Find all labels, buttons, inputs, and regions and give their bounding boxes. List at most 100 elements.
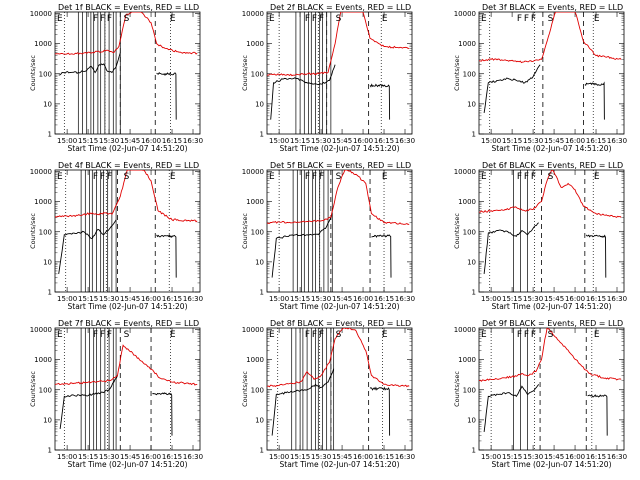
x-tick-label: 15:00: [57, 137, 77, 145]
panel-title: Det 3f BLACK = Events, RED = LLD: [482, 3, 623, 12]
state-marker-label: E: [269, 14, 275, 24]
y-tick-label: 1: [260, 447, 264, 455]
x-tick-label: 15:15: [78, 137, 98, 145]
detector-panel: Det 1f BLACK = Events, RED = LLD 1 10 100 10…: [29, 3, 203, 153]
x-tick-label: 16:00: [141, 295, 161, 303]
x-tick-label: 16:30: [183, 295, 203, 303]
data-layer: [55, 12, 198, 134]
y-tick-label: 1000: [246, 40, 264, 48]
events-series-line: [271, 213, 333, 278]
y-tick-label: 10: [467, 100, 476, 108]
x-tick-label: 16:00: [565, 295, 585, 303]
state-marker-label: F: [524, 330, 529, 340]
lld-series-line: [479, 12, 622, 64]
plot-frame: [478, 11, 625, 135]
events-series-line: [585, 234, 607, 278]
x-tick-label: 16:30: [607, 137, 627, 145]
state-marker-label: S: [336, 14, 342, 24]
x-tick-label: 15:30: [311, 453, 331, 461]
x-tick-label: 16:15: [162, 137, 182, 145]
x-tick-label: 15:30: [311, 137, 331, 145]
y-tick-label: 100: [39, 70, 52, 78]
y-tick-label: 1: [48, 131, 52, 139]
x-tick-label: 15:00: [481, 295, 501, 303]
events-series-line: [483, 384, 540, 432]
events-series-line: [59, 375, 118, 429]
x-tick-label: 16:00: [565, 453, 585, 461]
y-tick-label: 10: [467, 416, 476, 424]
state-marker-label: E: [382, 330, 388, 340]
x-tick-label: 16:15: [374, 453, 394, 461]
x-tick-label: 15:15: [502, 453, 522, 461]
events-series-line: [371, 234, 392, 278]
y-tick-label: 100: [463, 70, 476, 78]
x-tick-label: 15:15: [290, 295, 310, 303]
x-axis-label: Start Time (02-Jun-07 14:51:20): [492, 302, 612, 311]
state-marker-label: E: [382, 172, 388, 182]
panel-title: Det 4f BLACK = Events, RED = LLD: [58, 161, 199, 170]
y-tick-label: 1: [48, 289, 52, 297]
state-marker-label: F: [93, 14, 98, 24]
state-marker-label: S: [548, 330, 554, 340]
y-tick-label: 10: [255, 416, 264, 424]
y-tick-label: 10000: [242, 168, 264, 176]
events-series-line: [271, 368, 335, 436]
state-marker-label: F: [319, 330, 324, 340]
y-tick-label: 100: [39, 228, 52, 236]
events-series-line: [58, 219, 117, 274]
y-tick-label: 100: [463, 228, 476, 236]
x-axis-label: Start Time (02-Jun-07 14:51:20): [68, 460, 188, 469]
y-tick-label: 100: [251, 386, 264, 394]
y-axis-label: Counts/sec: [453, 371, 461, 407]
y-axis-label: Counts/sec: [241, 213, 249, 249]
x-tick-label: 15:45: [544, 137, 564, 145]
x-tick-label: 15:30: [99, 137, 119, 145]
state-marker-label: S: [124, 172, 130, 182]
y-tick-label: 100: [251, 228, 264, 236]
events-series-line: [58, 52, 121, 76]
state-marker-label: E: [57, 172, 63, 182]
x-tick-label: 15:00: [269, 453, 289, 461]
events-series-line: [483, 222, 539, 274]
x-tick-label: 15:00: [481, 137, 501, 145]
x-tick-label: 16:30: [395, 453, 415, 461]
x-tick-label: 16:00: [353, 453, 373, 461]
lld-series-line: [479, 328, 622, 382]
state-marker-label: E: [269, 330, 275, 340]
x-tick-label: 15:30: [523, 137, 543, 145]
events-series-line: [156, 233, 177, 278]
state-marker-label: F: [305, 14, 310, 24]
y-tick-label: 10000: [454, 168, 476, 176]
data-layer: [267, 328, 410, 450]
state-marker-label: E: [57, 330, 63, 340]
state-marker-label: F: [312, 330, 317, 340]
state-marker-label: F: [531, 330, 536, 340]
y-tick-label: 1: [472, 447, 476, 455]
x-tick-label: 15:00: [57, 453, 77, 461]
y-tick-label: 10: [43, 258, 52, 266]
y-tick-label: 10: [43, 416, 52, 424]
state-marker-label: E: [481, 330, 487, 340]
state-marker-label: F: [517, 330, 522, 340]
lld-series-line: [55, 344, 198, 386]
lld-series-line: [267, 12, 410, 77]
panel-title: Det 8f BLACK = Events, RED = LLD: [270, 319, 411, 328]
plot-frame: [54, 327, 201, 451]
y-tick-label: 10000: [30, 168, 52, 176]
state-marker-label: F: [319, 14, 324, 24]
state-marker-label: F: [305, 172, 310, 182]
y-tick-label: 10000: [454, 10, 476, 18]
y-tick-label: 10: [43, 100, 52, 108]
x-axis-label: Start Time (02-Jun-07 14:51:20): [68, 144, 188, 153]
y-tick-label: 100: [463, 386, 476, 394]
state-marker-label: E: [481, 172, 487, 182]
detector-panel: Det 5f BLACK = Events, RED = LLD 1 10 100 10…: [241, 161, 415, 311]
state-marker-label: F: [312, 14, 317, 24]
data-layer: [55, 328, 198, 450]
panel-title: Det 7f BLACK = Events, RED = LLD: [58, 319, 199, 328]
x-tick-label: 16:00: [141, 137, 161, 145]
state-marker-label: S: [124, 330, 130, 340]
y-tick-label: 100: [251, 70, 264, 78]
x-tick-label: 15:45: [120, 295, 140, 303]
y-tick-label: 1000: [458, 40, 476, 48]
